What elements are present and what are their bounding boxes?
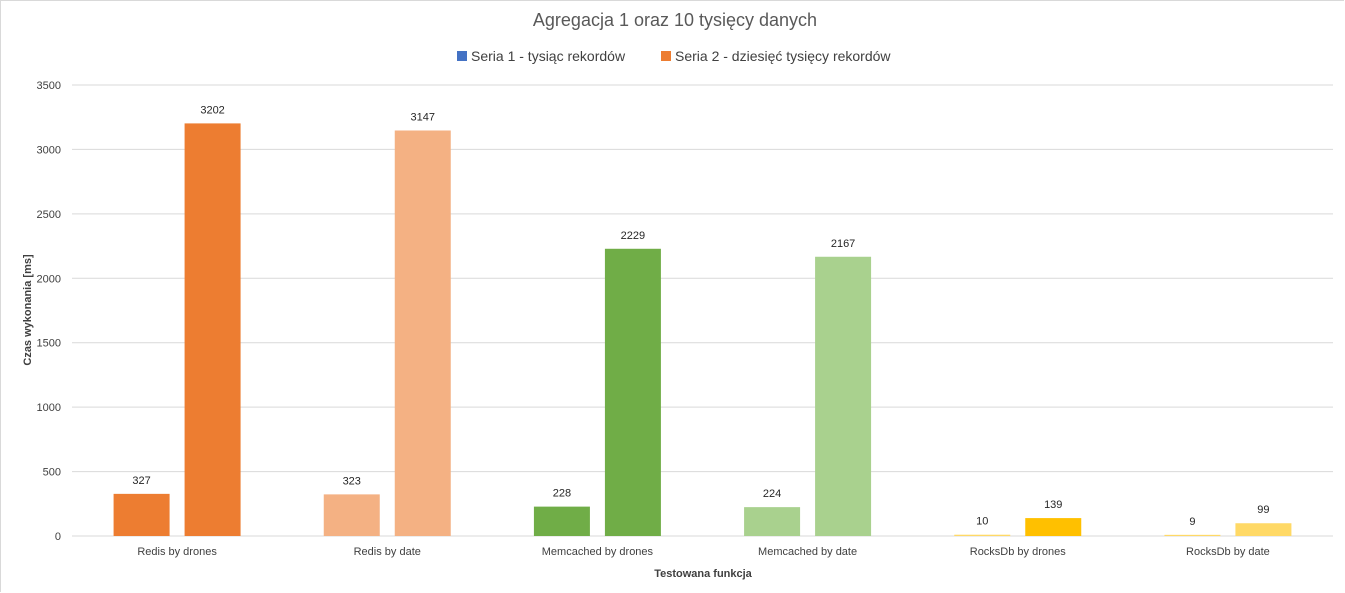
bar-series-1 (1164, 534, 1221, 536)
bar-series-2 (1235, 523, 1292, 536)
x-axis-title: Testowana funkcja (654, 568, 752, 580)
bar-series-1 (533, 506, 590, 536)
y-tick-label: 2500 (37, 209, 61, 221)
gridlines (72, 84, 1333, 537)
legend-swatch-series-2 (661, 51, 671, 61)
bar-series-2 (604, 248, 661, 536)
y-tick-label: 3000 (37, 144, 61, 156)
x-category-label: Memcached by date (758, 546, 857, 558)
data-label: 224 (763, 488, 781, 500)
y-tick-label: 1500 (37, 338, 61, 350)
y-tick-label: 3500 (37, 80, 61, 92)
data-label: 9 (1189, 516, 1195, 528)
bar-series-1 (323, 494, 380, 536)
legend-label-series-2: Seria 2 - dziesięć tysięcy rekordów (675, 48, 891, 64)
data-label: 2229 (621, 230, 645, 242)
data-label: 3147 (411, 111, 435, 123)
data-label: 3202 (200, 104, 224, 116)
data-label: 10 (976, 516, 988, 528)
x-axis-categories: Redis by drones Redis by date Memcached by… (137, 546, 1269, 558)
chart-title: Agregacja 1 oraz 10 tysięcy danych (533, 10, 817, 30)
legend: Seria 1 - tysiąc rekordów Seria 2 - dzie… (457, 48, 891, 64)
bar-series-2 (815, 256, 872, 536)
data-label: 228 (553, 488, 571, 500)
x-category-label: Redis by date (354, 546, 421, 558)
x-category-label: Memcached by drones (542, 546, 654, 558)
data-label: 139 (1044, 499, 1062, 511)
legend-swatch-series-1 (457, 51, 467, 61)
y-tick-label: 500 (43, 467, 61, 479)
x-category-label: RocksDb by date (1186, 546, 1270, 558)
bar-series-2 (394, 130, 451, 536)
bar-series-1 (744, 507, 801, 536)
data-label: 327 (132, 475, 150, 487)
data-label: 2167 (831, 238, 855, 250)
y-axis-ticks: 0 500 1000 1500 2000 2500 3000 3500 (37, 80, 61, 543)
x-category-label: Redis by drones (137, 546, 217, 558)
bars (113, 123, 1292, 537)
bar-series-2 (1025, 518, 1082, 536)
data-label: 99 (1257, 504, 1269, 516)
legend-label-series-1: Seria 1 - tysiąc rekordów (471, 48, 626, 64)
bar-series-2 (184, 123, 241, 537)
bar-series-1 (954, 534, 1011, 536)
y-tick-label: 0 (55, 531, 61, 543)
bar-series-1 (113, 493, 170, 536)
y-axis-title: Czas wykonania [ms] (22, 254, 34, 366)
y-tick-label: 1000 (37, 402, 61, 414)
x-category-label: RocksDb by drones (970, 546, 1066, 558)
data-label: 323 (343, 475, 361, 487)
y-tick-label: 2000 (37, 273, 61, 285)
